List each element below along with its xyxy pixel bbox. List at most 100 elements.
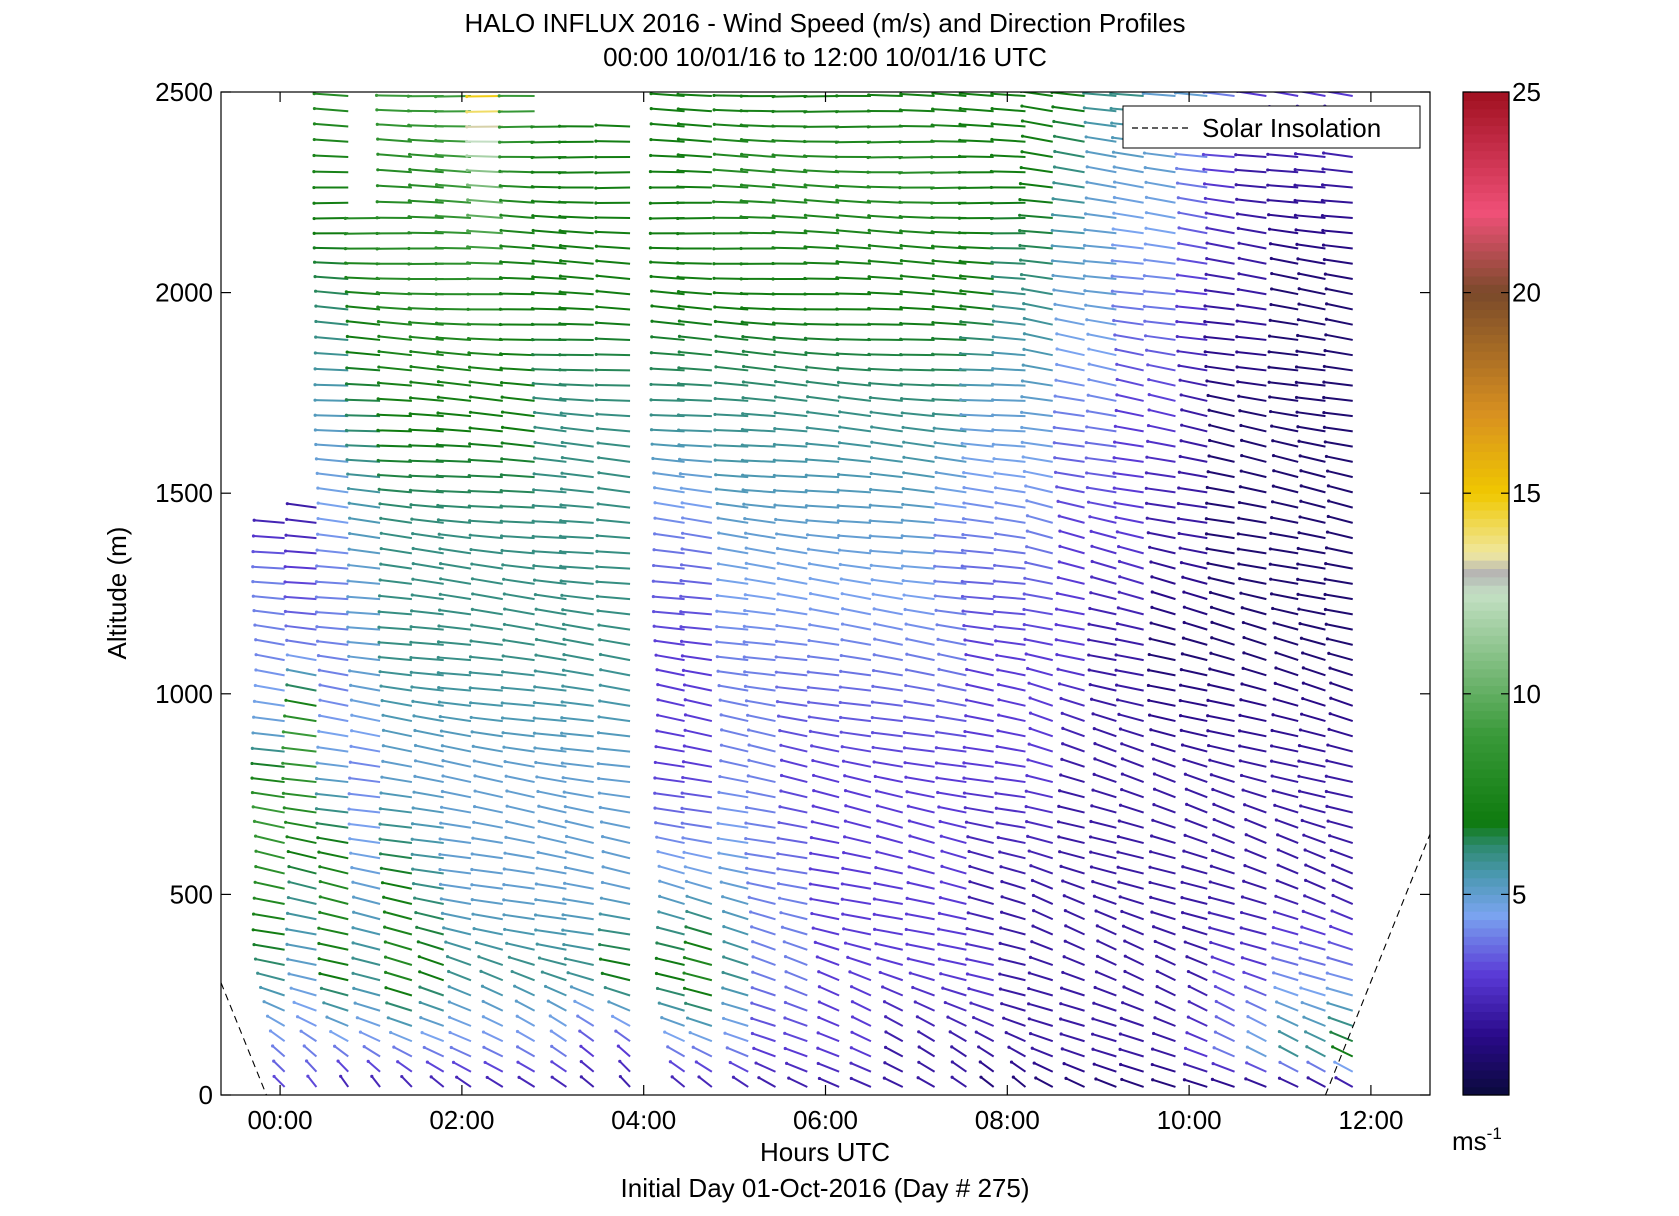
- wind-barb: [689, 1031, 713, 1043]
- wind-barb-head: [252, 609, 256, 613]
- wind-barb: [472, 852, 503, 860]
- wind-barb-head: [1273, 636, 1277, 640]
- wind-barb-head: [1238, 485, 1242, 489]
- wind-barb-head: [1274, 894, 1278, 898]
- wind-barb-head: [317, 668, 321, 672]
- wind-barb-head: [866, 140, 870, 144]
- wind-barb: [1148, 531, 1176, 540]
- wind-barb-head: [676, 137, 681, 141]
- wind-barb: [499, 125, 535, 129]
- wind-barb-head: [1027, 742, 1031, 746]
- wind-barb-head: [719, 713, 723, 717]
- wind-barb-head: [961, 456, 965, 460]
- wind-barb: [969, 880, 994, 890]
- wind-barb: [411, 671, 444, 677]
- wind-barb: [1064, 940, 1085, 951]
- wind-barb: [839, 426, 872, 433]
- wind-barb-head: [994, 486, 998, 490]
- wind-barb: [503, 913, 535, 921]
- wind-barb: [562, 929, 594, 936]
- wind-barb: [1178, 242, 1208, 250]
- wind-barb: [992, 367, 1026, 372]
- wind-barb: [774, 459, 808, 463]
- wind-barb-head: [537, 804, 541, 808]
- wind-barb: [1270, 303, 1299, 311]
- wind-barb-head: [649, 137, 653, 142]
- wind-barb-head: [930, 230, 934, 234]
- wind-barb-head: [1112, 165, 1116, 169]
- wind-barb: [1271, 287, 1299, 296]
- wind-barb-head: [597, 776, 601, 781]
- wind-barb: [992, 275, 1026, 280]
- colorbar-cell: [1463, 702, 1509, 712]
- wind-barb: [932, 321, 967, 326]
- wind-barb: [875, 866, 903, 875]
- wind-barb-head: [1149, 834, 1154, 838]
- wind-barb: [842, 913, 872, 921]
- wind-barb: [1086, 441, 1117, 448]
- wind-barb-head: [281, 791, 286, 795]
- wind-barb-head: [1144, 211, 1149, 215]
- wind-barb: [744, 517, 776, 524]
- wind-barb-head: [477, 955, 481, 959]
- wind-barb-head: [1271, 713, 1275, 717]
- wind-barb: [286, 943, 317, 951]
- wind-barb-head: [558, 274, 563, 278]
- wind-barb: [918, 1046, 936, 1058]
- colorbar-cell: [1463, 158, 1509, 168]
- wind-barb-head: [676, 185, 680, 189]
- wind-barb-head: [679, 625, 683, 629]
- wind-barb: [1206, 517, 1235, 524]
- wind-barb: [439, 533, 472, 540]
- wind-barb-head: [434, 321, 439, 325]
- wind-barb-head: [434, 246, 438, 250]
- wind-barb-head: [1295, 410, 1299, 414]
- wind-barb-head: [1116, 850, 1120, 854]
- wind-barb-head: [902, 455, 906, 459]
- wind-barb: [255, 684, 285, 692]
- wind-barb-head: [723, 1031, 727, 1035]
- wind-barb: [377, 123, 412, 128]
- wind-barb-head: [870, 700, 875, 704]
- wind-barb: [381, 532, 413, 540]
- wind-barb-head: [1062, 894, 1066, 898]
- colorbar-cell: [1463, 735, 1509, 745]
- wind-barb-head: [499, 519, 503, 523]
- wind-barb: [965, 714, 994, 723]
- wind-barb-head: [868, 396, 873, 400]
- wind-barb: [1114, 441, 1144, 448]
- wind-barb: [435, 139, 472, 143]
- wind-barb-head: [531, 549, 535, 553]
- wind-barb-head: [1027, 1017, 1031, 1021]
- wind-barb-head: [1052, 425, 1056, 430]
- wind-barb: [286, 928, 317, 936]
- wind-barb: [1236, 198, 1267, 204]
- wind-barb-head: [1112, 471, 1116, 475]
- wind-barb-head: [564, 850, 568, 854]
- wind-barb: [1207, 486, 1235, 494]
- wind-barb-head: [962, 745, 966, 749]
- wind-barb: [680, 472, 712, 479]
- wind-barb-head: [999, 865, 1003, 869]
- wind-barb: [900, 215, 935, 219]
- wind-barb-head: [939, 834, 943, 838]
- wind-barb-head: [379, 531, 383, 535]
- wind-barb: [776, 640, 808, 646]
- wind-barb-head: [871, 668, 876, 673]
- wind-barb-head: [771, 214, 775, 218]
- wind-barb: [1271, 775, 1299, 784]
- wind-barb-head: [850, 1030, 854, 1034]
- wind-barb: [378, 397, 412, 402]
- wind-barb-head: [1112, 211, 1116, 215]
- wind-barb-head: [744, 836, 748, 841]
- wind-barb: [1056, 608, 1085, 616]
- wind-barb: [1083, 92, 1117, 98]
- colorbar-cell: [1463, 242, 1509, 252]
- wind-barb-head: [961, 517, 966, 521]
- wind-barb: [1146, 471, 1176, 479]
- wind-barb-head: [607, 1000, 611, 1004]
- wind-barb: [653, 610, 685, 616]
- wind-barb-head: [1050, 244, 1054, 248]
- wind-barb-head: [771, 95, 775, 99]
- wind-barb: [937, 699, 967, 707]
